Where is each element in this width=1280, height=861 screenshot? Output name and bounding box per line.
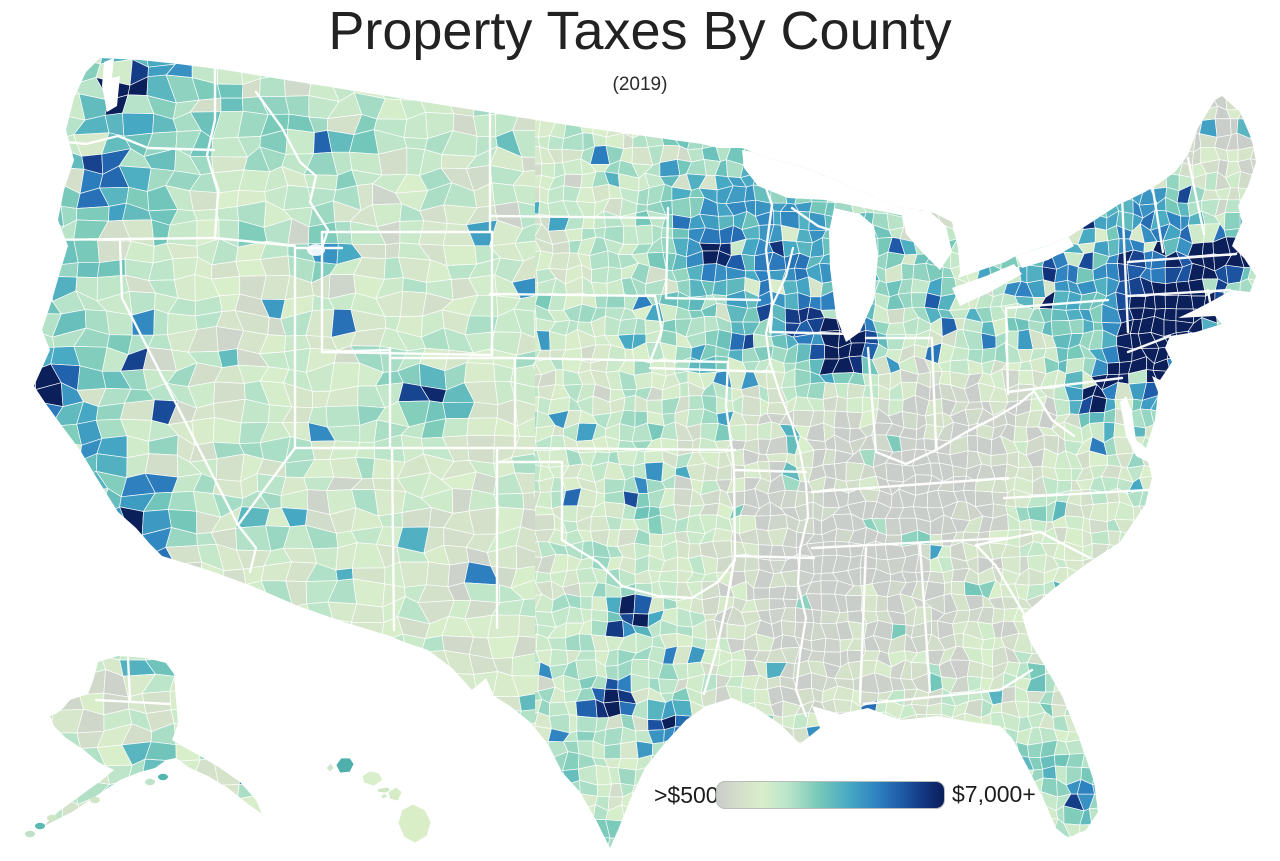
legend-min-label: >$500 bbox=[654, 782, 719, 808]
page-subtitle: (2019) bbox=[612, 74, 668, 95]
mississippi-river bbox=[764, 246, 810, 718]
us-landmass bbox=[34, 58, 1256, 848]
island-niihau bbox=[325, 762, 335, 773]
legend-gradient-bar bbox=[716, 781, 945, 809]
great-salt-lake bbox=[307, 244, 325, 256]
great-lakes-layer bbox=[102, 58, 1074, 342]
island-lanai bbox=[379, 792, 389, 800]
state-borders-layer bbox=[36, 60, 1238, 706]
page-title: Property Taxes By County bbox=[328, 1, 952, 61]
legend-max-label: $7,000+ bbox=[952, 781, 1036, 807]
hawaii-islands bbox=[325, 757, 432, 844]
island-maui bbox=[387, 786, 403, 802]
island-molokai bbox=[376, 786, 392, 794]
island-kauai bbox=[335, 757, 355, 774]
aleutian-islets bbox=[25, 773, 168, 838]
island-hawaii-big-island bbox=[397, 803, 432, 844]
island-oahu bbox=[361, 770, 384, 787]
